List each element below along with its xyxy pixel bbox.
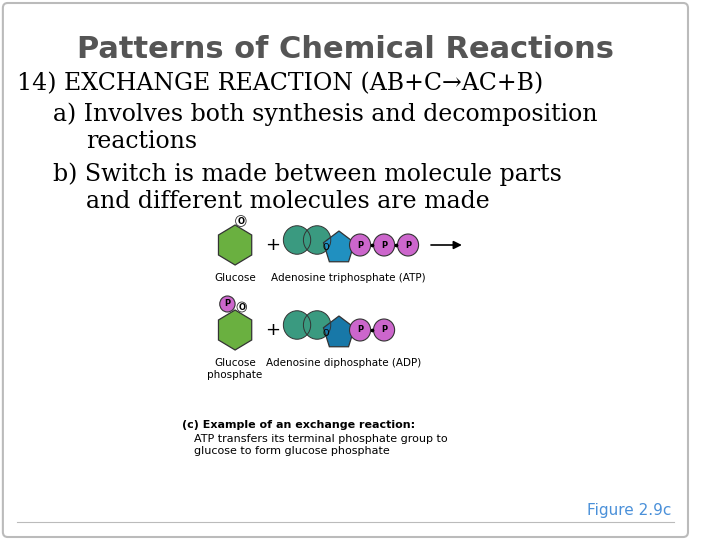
Text: glucose to form glucose phosphate: glucose to form glucose phosphate: [194, 446, 390, 456]
Text: Glucose
phosphate: Glucose phosphate: [207, 358, 263, 380]
Text: b) Switch is made between molecule parts: b) Switch is made between molecule parts: [53, 162, 562, 186]
Text: (c) Example of an exchange reaction:: (c) Example of an exchange reaction:: [182, 420, 415, 430]
Text: reactions: reactions: [86, 130, 197, 153]
Polygon shape: [323, 231, 354, 262]
Circle shape: [374, 234, 395, 256]
FancyBboxPatch shape: [3, 3, 688, 537]
Circle shape: [374, 319, 395, 341]
Text: O: O: [238, 217, 244, 226]
Text: P: P: [225, 300, 230, 308]
Text: O: O: [238, 302, 246, 312]
Circle shape: [284, 310, 311, 339]
Text: O: O: [323, 244, 329, 253]
Text: P: P: [357, 240, 363, 249]
Polygon shape: [218, 310, 252, 350]
Text: O: O: [323, 328, 329, 338]
Text: P: P: [381, 326, 387, 334]
Text: +: +: [265, 236, 280, 254]
Circle shape: [235, 215, 246, 226]
Text: and different molecules are made: and different molecules are made: [86, 190, 490, 213]
Text: Adenosine triphosphate (ATP): Adenosine triphosphate (ATP): [271, 273, 426, 283]
Text: Glucose: Glucose: [215, 273, 256, 283]
Polygon shape: [323, 316, 354, 347]
Circle shape: [303, 310, 330, 339]
Text: P: P: [405, 240, 411, 249]
Text: Figure 2.9c: Figure 2.9c: [588, 503, 672, 518]
Polygon shape: [218, 225, 252, 265]
Circle shape: [303, 226, 330, 254]
Circle shape: [349, 234, 371, 256]
Text: P: P: [357, 326, 363, 334]
Text: Adenosine diphosphate (ADP): Adenosine diphosphate (ADP): [266, 358, 421, 368]
Text: a) Involves both synthesis and decomposition: a) Involves both synthesis and decomposi…: [53, 102, 598, 125]
Text: P: P: [381, 240, 387, 249]
Circle shape: [220, 296, 235, 312]
Circle shape: [237, 302, 247, 312]
Text: 14) EXCHANGE REACTION (AB+C→AC+B): 14) EXCHANGE REACTION (AB+C→AC+B): [17, 72, 544, 95]
Text: ATP transfers its terminal phosphate group to: ATP transfers its terminal phosphate gro…: [194, 434, 447, 444]
Circle shape: [284, 226, 311, 254]
Text: +: +: [265, 321, 280, 339]
Text: Patterns of Chemical Reactions: Patterns of Chemical Reactions: [77, 35, 614, 64]
Circle shape: [397, 234, 418, 256]
Circle shape: [349, 319, 371, 341]
